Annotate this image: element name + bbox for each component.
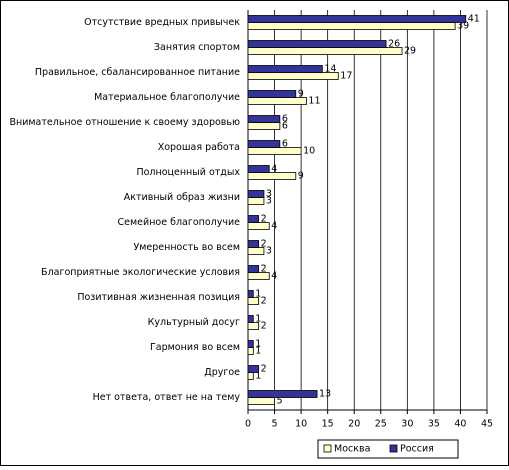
bar [247, 15, 467, 23]
data-label: 9 [298, 171, 304, 182]
bar [247, 172, 297, 180]
x-tick-label: 0 [245, 419, 251, 430]
data-label: 1 [255, 346, 261, 357]
y-tick-label: Семейное благополучие [118, 217, 241, 228]
data-label: 3 [266, 189, 272, 200]
bar [247, 122, 281, 130]
data-label: 9 [298, 89, 304, 100]
y-tick-label: Другое [204, 367, 240, 378]
data-label: 1 [255, 371, 261, 382]
legend-label: Москва [334, 444, 370, 455]
data-label: 1 [255, 289, 261, 300]
x-tick-label: 15 [322, 419, 334, 430]
y-tick-label: Позитивная жизненная позиция [77, 292, 240, 303]
data-label: 29 [404, 46, 416, 57]
data-label: 2 [261, 264, 267, 275]
y-tick-label: Внимательное отношение к своему здоровью [9, 117, 240, 128]
bar [247, 47, 403, 55]
data-label: 14 [324, 64, 336, 75]
y-tick-label: Материальное благополучие [94, 92, 240, 103]
y-tick-label: Культурный досуг [148, 317, 240, 328]
legend-label: Россия [400, 444, 434, 455]
bar [247, 115, 281, 123]
data-label: 39 [457, 21, 469, 32]
data-label: 2 [261, 364, 267, 375]
y-tick-label: Гармония во всем [150, 342, 240, 353]
bar [247, 65, 323, 73]
data-label: 3 [266, 246, 272, 257]
data-label: 2 [261, 296, 267, 307]
bar [247, 197, 265, 205]
bar [247, 215, 260, 223]
bar [247, 40, 387, 48]
data-label: 1 [255, 314, 261, 325]
y-tick-label: Умеренность во всем [133, 242, 240, 253]
y-tick-label: Хорошая работа [158, 142, 240, 153]
bar [247, 315, 254, 323]
bar [247, 365, 260, 373]
data-label: 2 [261, 214, 267, 225]
bar [247, 22, 456, 30]
data-label: 6 [282, 121, 288, 132]
data-label: 4 [271, 221, 277, 232]
y-tick-label: Нет ответа, ответ не на тему [93, 392, 241, 403]
data-label: 6 [282, 139, 288, 150]
data-label: 10 [303, 146, 315, 157]
bar [247, 265, 260, 273]
bar [247, 240, 260, 248]
bar [247, 390, 318, 398]
data-label: 2 [261, 239, 267, 250]
y-tick-label: Благоприятные экологические условия [41, 267, 240, 278]
y-tick-label: Правильное, сбалансированное питание [35, 67, 240, 78]
data-label: 41 [468, 14, 480, 25]
bar [247, 190, 265, 198]
y-tick-label: Занятия спортом [154, 42, 240, 53]
bar [247, 140, 281, 148]
y-tick-label: Отсутствие вредных привычек [84, 17, 240, 28]
x-tick-label: 5 [272, 419, 278, 430]
x-tick-label: 45 [481, 419, 493, 430]
data-label: 4 [271, 164, 277, 175]
x-tick-label: 10 [295, 419, 307, 430]
data-label: 3 [266, 196, 272, 207]
bar [247, 372, 254, 380]
data-label: 13 [319, 389, 331, 400]
legend-swatch [323, 444, 332, 453]
x-tick-label: 25 [375, 419, 387, 430]
bar [247, 165, 270, 173]
data-label: 4 [271, 271, 277, 282]
data-label: 17 [340, 71, 352, 82]
x-tick-label: 30 [401, 419, 413, 430]
legend-swatch [389, 444, 398, 453]
bar [247, 147, 302, 155]
x-tick-label: 40 [454, 419, 466, 430]
y-tick-label: Активный образ жизни [124, 192, 240, 203]
data-label: 6 [282, 114, 288, 125]
x-tick-label: 35 [428, 419, 440, 430]
legend-box [317, 439, 459, 459]
data-label: 11 [308, 96, 320, 107]
bar [247, 340, 254, 348]
data-label: 5 [277, 396, 283, 407]
y-tick-label: Полноценный отдых [136, 167, 240, 178]
data-label: 2 [261, 321, 267, 332]
data-label: 1 [255, 339, 261, 350]
x-tick-label: 20 [348, 419, 360, 430]
bar [247, 397, 275, 405]
data-label: 26 [388, 39, 400, 50]
bar [247, 347, 254, 355]
bar [247, 90, 297, 98]
bar [247, 290, 254, 298]
